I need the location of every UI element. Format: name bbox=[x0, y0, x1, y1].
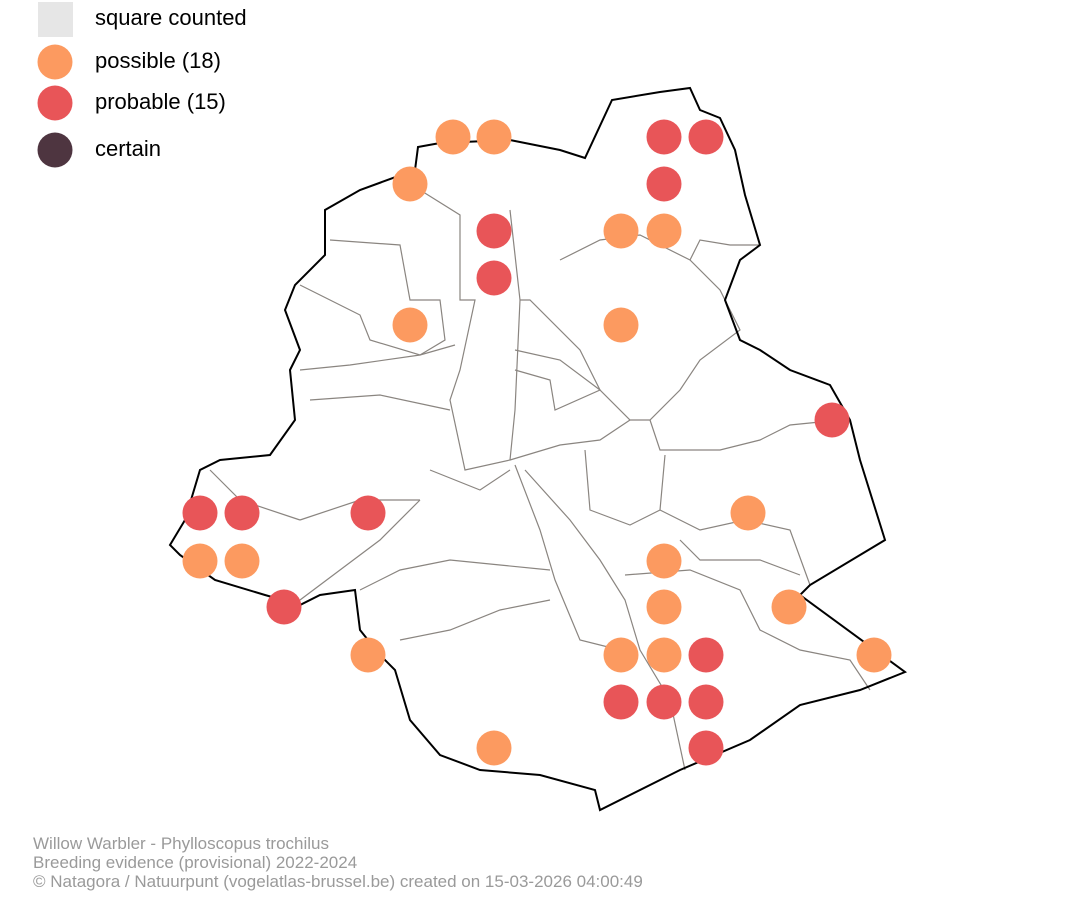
observation-dot bbox=[603, 307, 639, 343]
observation-dot bbox=[646, 213, 682, 249]
observation-dot bbox=[688, 730, 724, 766]
observation-dot bbox=[771, 589, 807, 625]
observation-dot bbox=[730, 495, 766, 531]
observation-dot bbox=[603, 684, 639, 720]
observation-dot bbox=[646, 119, 682, 155]
observation-dot bbox=[646, 166, 682, 202]
observation-dot bbox=[688, 684, 724, 720]
legend-label: square counted bbox=[95, 5, 247, 30]
observation-dots bbox=[182, 119, 892, 766]
observation-dot bbox=[814, 402, 850, 438]
legend-swatch bbox=[38, 2, 73, 37]
observation-dot bbox=[646, 543, 682, 579]
legend-label: probable (15) bbox=[95, 89, 226, 114]
region-outline bbox=[168, 86, 908, 812]
observation-dot bbox=[224, 543, 260, 579]
observation-dot bbox=[646, 684, 682, 720]
legend-label: possible (18) bbox=[95, 48, 221, 73]
observation-dot bbox=[688, 119, 724, 155]
footer: Willow Warbler - Phylloscopus trochilusB… bbox=[33, 834, 643, 891]
legend-swatch bbox=[37, 85, 73, 121]
observation-dot bbox=[266, 589, 302, 625]
footer-line: © Natagora / Natuurpunt (vogelatlas-brus… bbox=[33, 872, 643, 891]
observation-dot bbox=[476, 213, 512, 249]
observation-dot bbox=[224, 495, 260, 531]
footer-line: Breeding evidence (provisional) 2022-202… bbox=[33, 853, 357, 872]
legend-label: certain bbox=[95, 136, 161, 161]
observation-dot bbox=[476, 119, 512, 155]
observation-dot bbox=[476, 260, 512, 296]
legend: square counted possible (18) probable (15)… bbox=[37, 2, 247, 168]
observation-dot bbox=[350, 495, 386, 531]
observation-dot bbox=[603, 637, 639, 673]
observation-dot bbox=[603, 213, 639, 249]
observation-dot bbox=[856, 637, 892, 673]
legend-swatch bbox=[37, 44, 73, 80]
legend-swatch bbox=[37, 132, 73, 168]
observation-dot bbox=[688, 637, 724, 673]
observation-dot bbox=[646, 637, 682, 673]
communes bbox=[209, 189, 871, 771]
observation-dot bbox=[392, 166, 428, 202]
observation-dot bbox=[392, 307, 428, 343]
observation-dot bbox=[182, 495, 218, 531]
observation-dot bbox=[350, 637, 386, 673]
observation-dot bbox=[182, 543, 218, 579]
observation-dot bbox=[646, 589, 682, 625]
footer-line: Willow Warbler - Phylloscopus trochilus bbox=[33, 834, 329, 853]
observation-dot bbox=[435, 119, 471, 155]
observation-dot bbox=[476, 730, 512, 766]
